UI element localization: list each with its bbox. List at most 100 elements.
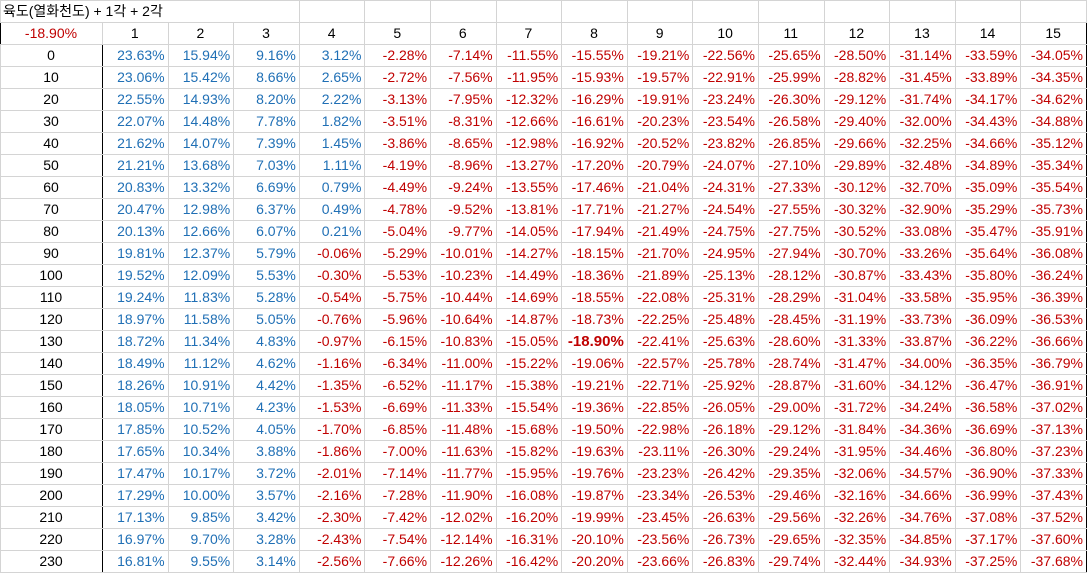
column-header[interactable]: 5: [364, 22, 432, 45]
value-cell[interactable]: -22.98%: [626, 418, 694, 441]
value-cell[interactable]: -37.08%: [954, 506, 1022, 529]
value-cell[interactable]: -29.89%: [823, 154, 891, 177]
value-cell[interactable]: -33.89%: [954, 66, 1022, 89]
empty-cell[interactable]: [757, 0, 825, 23]
value-cell[interactable]: -25.65%: [757, 44, 825, 67]
value-cell[interactable]: -26.42%: [692, 462, 759, 485]
value-cell[interactable]: -22.56%: [692, 44, 759, 67]
value-cell[interactable]: 5.53%: [233, 264, 300, 287]
value-cell[interactable]: -9.24%: [430, 176, 497, 199]
value-cell[interactable]: -31.04%: [823, 286, 891, 309]
value-cell[interactable]: -32.06%: [823, 462, 891, 485]
value-cell[interactable]: -35.47%: [954, 220, 1022, 243]
value-cell[interactable]: 6.69%: [233, 176, 300, 199]
value-cell[interactable]: -28.60%: [757, 330, 825, 353]
value-cell[interactable]: 5.79%: [233, 242, 300, 265]
value-cell[interactable]: 19.81%: [102, 242, 169, 265]
value-cell[interactable]: -26.30%: [757, 88, 825, 111]
value-cell[interactable]: -34.17%: [954, 88, 1022, 111]
value-cell[interactable]: -29.56%: [757, 506, 825, 529]
value-cell[interactable]: -36.80%: [954, 440, 1022, 463]
value-cell[interactable]: 17.65%: [102, 440, 169, 463]
value-cell[interactable]: 12.98%: [167, 198, 235, 221]
column-header[interactable]: 9: [626, 22, 694, 45]
value-cell[interactable]: -27.33%: [757, 176, 825, 199]
value-cell[interactable]: -32.35%: [823, 528, 891, 551]
value-cell[interactable]: -19.50%: [561, 418, 628, 441]
column-header[interactable]: 14: [954, 22, 1022, 45]
value-cell[interactable]: 10.34%: [167, 440, 235, 463]
value-cell[interactable]: -17.71%: [561, 198, 628, 221]
value-cell[interactable]: -11.17%: [430, 374, 497, 397]
value-cell[interactable]: 16.97%: [102, 528, 169, 551]
value-cell[interactable]: 13.32%: [167, 176, 235, 199]
value-cell[interactable]: -33.73%: [889, 308, 956, 331]
value-cell[interactable]: -18.15%: [561, 242, 628, 265]
value-cell[interactable]: 4.62%: [233, 352, 300, 375]
row-label[interactable]: 90: [0, 242, 103, 265]
value-cell[interactable]: -14.27%: [495, 242, 563, 265]
value-cell[interactable]: -25.78%: [692, 352, 759, 375]
value-cell[interactable]: 3.42%: [233, 506, 300, 529]
value-cell[interactable]: 20.83%: [102, 176, 169, 199]
value-cell[interactable]: -12.14%: [430, 528, 497, 551]
value-cell[interactable]: -35.09%: [954, 176, 1022, 199]
value-cell[interactable]: 3.14%: [233, 550, 300, 573]
value-cell[interactable]: -2.72%: [364, 66, 432, 89]
value-cell[interactable]: 15.42%: [167, 66, 235, 89]
empty-cell[interactable]: [889, 0, 956, 23]
value-cell[interactable]: 4.42%: [233, 374, 300, 397]
value-cell[interactable]: -11.95%: [495, 66, 563, 89]
value-cell[interactable]: 21.62%: [102, 132, 169, 155]
value-cell[interactable]: -34.93%: [889, 550, 956, 573]
value-cell[interactable]: -5.04%: [364, 220, 432, 243]
value-cell[interactable]: -36.53%: [1020, 308, 1087, 331]
value-cell[interactable]: -0.76%: [298, 308, 366, 331]
value-cell[interactable]: -17.20%: [561, 154, 628, 177]
empty-cell[interactable]: [495, 0, 563, 23]
value-cell[interactable]: -25.48%: [692, 308, 759, 331]
value-cell[interactable]: -19.36%: [561, 396, 628, 419]
column-header[interactable]: 1: [102, 22, 169, 45]
value-cell[interactable]: -14.69%: [495, 286, 563, 309]
column-header[interactable]: 11: [757, 22, 825, 45]
value-cell[interactable]: -29.46%: [757, 484, 825, 507]
value-cell[interactable]: -28.12%: [757, 264, 825, 287]
row-label[interactable]: 80: [0, 220, 103, 243]
column-header[interactable]: 3: [233, 22, 300, 45]
value-cell[interactable]: -19.21%: [561, 374, 628, 397]
sheet-title[interactable]: 육도(열화천도) + 1각 + 2각: [0, 0, 300, 23]
value-cell[interactable]: -11.33%: [430, 396, 497, 419]
value-cell[interactable]: -0.54%: [298, 286, 366, 309]
row-label[interactable]: 140: [0, 352, 103, 375]
value-cell[interactable]: -36.22%: [954, 330, 1022, 353]
column-header[interactable]: 12: [823, 22, 891, 45]
value-cell[interactable]: -26.18%: [692, 418, 759, 441]
value-cell[interactable]: -20.20%: [561, 550, 628, 573]
value-cell[interactable]: -31.33%: [823, 330, 891, 353]
value-cell[interactable]: -27.94%: [757, 242, 825, 265]
value-cell[interactable]: 7.03%: [233, 154, 300, 177]
value-cell[interactable]: -22.71%: [626, 374, 694, 397]
value-cell[interactable]: -1.35%: [298, 374, 366, 397]
row-label[interactable]: 70: [0, 198, 103, 221]
value-cell[interactable]: -29.00%: [757, 396, 825, 419]
value-cell[interactable]: -2.28%: [364, 44, 432, 67]
value-cell[interactable]: -6.69%: [364, 396, 432, 419]
value-cell[interactable]: 18.05%: [102, 396, 169, 419]
value-cell[interactable]: -34.43%: [954, 110, 1022, 133]
value-cell[interactable]: -7.66%: [364, 550, 432, 573]
value-cell[interactable]: -34.66%: [954, 132, 1022, 155]
value-cell[interactable]: 18.72%: [102, 330, 169, 353]
value-cell[interactable]: 0.21%: [298, 220, 366, 243]
value-cell[interactable]: 11.58%: [167, 308, 235, 331]
value-cell[interactable]: -35.29%: [954, 198, 1022, 221]
value-cell[interactable]: -5.96%: [364, 308, 432, 331]
value-cell[interactable]: -26.63%: [692, 506, 759, 529]
value-cell[interactable]: 9.16%: [233, 44, 300, 67]
value-cell[interactable]: -25.99%: [757, 66, 825, 89]
value-cell[interactable]: 8.20%: [233, 88, 300, 111]
value-cell[interactable]: -23.66%: [626, 550, 694, 573]
value-cell[interactable]: 7.78%: [233, 110, 300, 133]
row-label[interactable]: 40: [0, 132, 103, 155]
